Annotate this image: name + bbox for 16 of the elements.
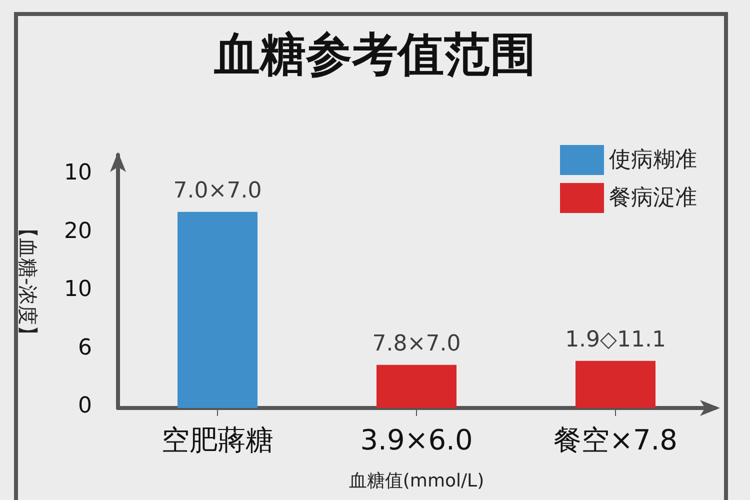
x-tick-label: 餐空×7.8 [554,424,678,456]
x-tick-label: 3.9×6.0 [360,424,473,456]
annotation: 7.8×7.0 [372,331,461,356]
annotation: 1.9◇11.1 [565,327,666,352]
x-axis-title: 血糖值(mmol/L) [348,470,484,492]
text: 0 [78,394,92,418]
text: 10 [64,277,92,302]
y-axis-title: 【血糖-浓度】 [16,218,40,346]
legend-label: 餐病浞准 [609,186,697,210]
text: 20 [64,218,92,244]
text: 10 [64,160,92,186]
annotation: 7.0×7.0 [173,178,262,204]
chart-title: 血糖参考值范围 [213,27,536,81]
legend-label: 使病糊准 [609,148,697,172]
text: 6 [78,335,92,360]
x-tick-label: 空肥蔣糖 [162,424,274,456]
